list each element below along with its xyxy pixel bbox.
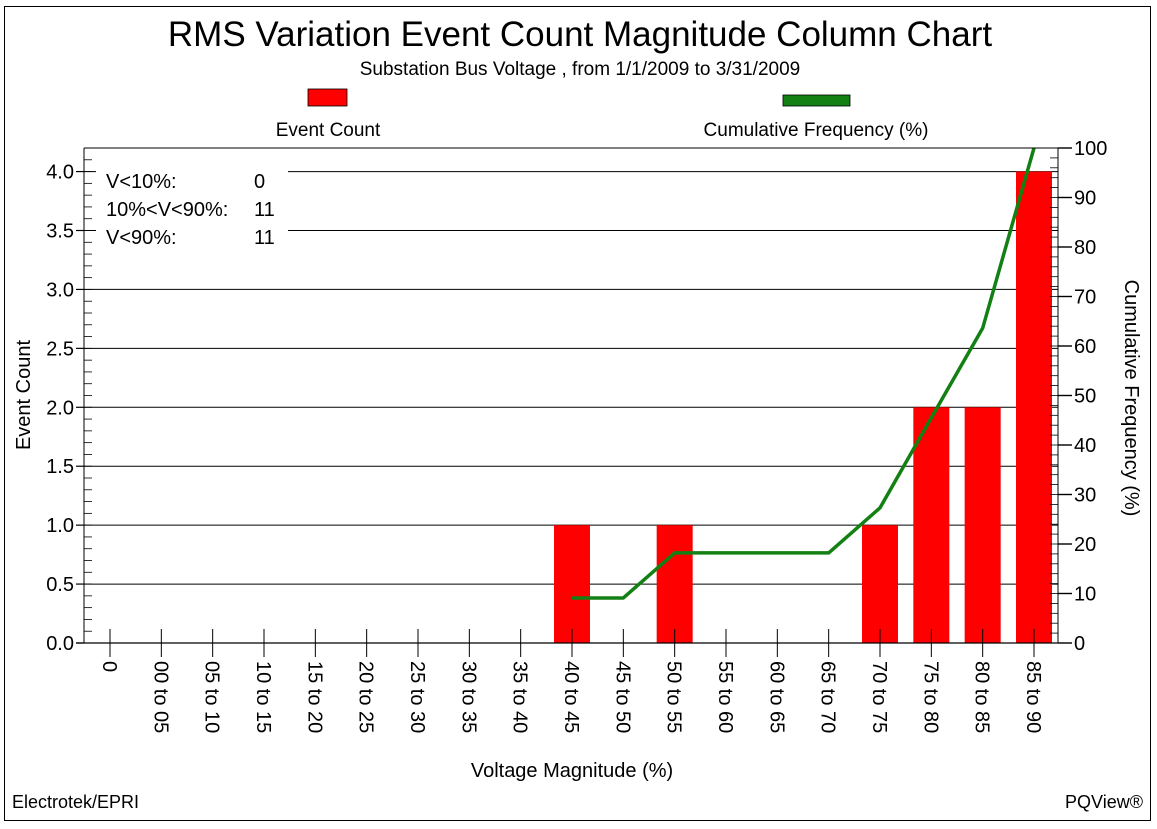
x-tick-label: 35 to 40: [509, 661, 531, 733]
bar: [964, 407, 1001, 643]
x-tick-label: 20 to 25: [355, 661, 377, 733]
annotation-background: [96, 162, 288, 252]
y-tick-label: 2.0: [46, 397, 74, 419]
chart-subtitle: Substation Bus Voltage , from 1/1/2009 t…: [360, 59, 800, 80]
y2-tick-label: 0: [1074, 633, 1085, 655]
y-axis-label: Event Count: [13, 340, 35, 451]
x-tick-label: 05 to 10: [201, 661, 223, 733]
y2-tick-label: 60: [1074, 336, 1096, 358]
footer-right: PQView®: [1065, 792, 1143, 812]
bar: [656, 525, 693, 643]
y-tick-label: 4.0: [46, 162, 74, 184]
y2-tick-label: 100: [1074, 138, 1107, 160]
x-tick-label: 80 to 85: [971, 661, 993, 733]
x-tick-label: 15 to 20: [303, 661, 325, 733]
y2-tick-label: 80: [1074, 237, 1096, 259]
annotation-value: 11: [254, 227, 275, 249]
y-tick-label: 3.5: [46, 221, 74, 243]
legend-label-cumulative: Cumulative Frequency (%): [704, 120, 929, 141]
x-tick-label: 0: [98, 661, 120, 672]
x-tick-label: 50 to 55: [663, 661, 685, 733]
chart-frame: [4, 6, 1151, 821]
bar: [862, 525, 898, 643]
y-tick-label: 3.0: [46, 279, 74, 301]
x-tick-label: 85 to 90: [1022, 661, 1044, 733]
x-tick-label: 45 to 50: [611, 661, 633, 733]
annotation-value: 0: [254, 171, 265, 193]
y-tick-label: 1.0: [46, 515, 74, 537]
x-tick-label: 55 to 60: [714, 661, 736, 733]
annotation-label: V<10%:: [106, 171, 177, 193]
x-tick-label: 40 to 45: [560, 661, 582, 733]
y2-tick-label: 40: [1074, 435, 1096, 457]
y-tick-label: 0.0: [46, 633, 74, 655]
y-tick-label: 2.5: [46, 338, 74, 360]
y2-tick-label: 50: [1074, 386, 1096, 408]
x-tick-label: 75 to 80: [919, 661, 941, 733]
x-tick-label: 25 to 30: [406, 661, 428, 733]
annotation-label: 10%<V<90%:: [106, 199, 228, 221]
x-tick-label: 70 to 75: [868, 661, 890, 733]
x-axis-label: Voltage Magnitude (%): [471, 760, 673, 782]
x-tick-label: 60 to 65: [765, 661, 787, 733]
chart-title: RMS Variation Event Count Magnitude Colu…: [168, 15, 992, 54]
y-tick-label: 1.5: [46, 456, 74, 478]
bar: [554, 525, 590, 643]
annotation-value: 11: [254, 199, 275, 221]
x-tick-label: 65 to 70: [817, 661, 839, 733]
x-tick-label: 00 to 05: [149, 661, 171, 733]
y2-tick-label: 90: [1074, 188, 1096, 210]
bar: [1016, 171, 1052, 644]
y2-tick-label: 30: [1074, 485, 1096, 507]
legend-label-event-count: Event Count: [276, 120, 381, 141]
y2-tick-label: 10: [1074, 584, 1096, 606]
y2-tick-label: 20: [1074, 534, 1096, 556]
annotation-label: V<90%:: [106, 227, 177, 249]
legend-swatch-event-count: [307, 88, 348, 107]
x-tick-label: 30 to 35: [457, 661, 479, 733]
footer-left: Electrotek/EPRI: [12, 792, 139, 812]
y2-tick-label: 70: [1074, 287, 1096, 309]
bar: [913, 407, 950, 643]
y-tick-label: 0.5: [46, 574, 74, 596]
legend-swatch-cumulative: [782, 94, 851, 107]
cumulative-frequency-line: [572, 147, 1036, 600]
y2-axis-label: Cumulative Frequency (%): [1120, 280, 1142, 517]
x-tick-label: 10 to 15: [252, 661, 274, 733]
